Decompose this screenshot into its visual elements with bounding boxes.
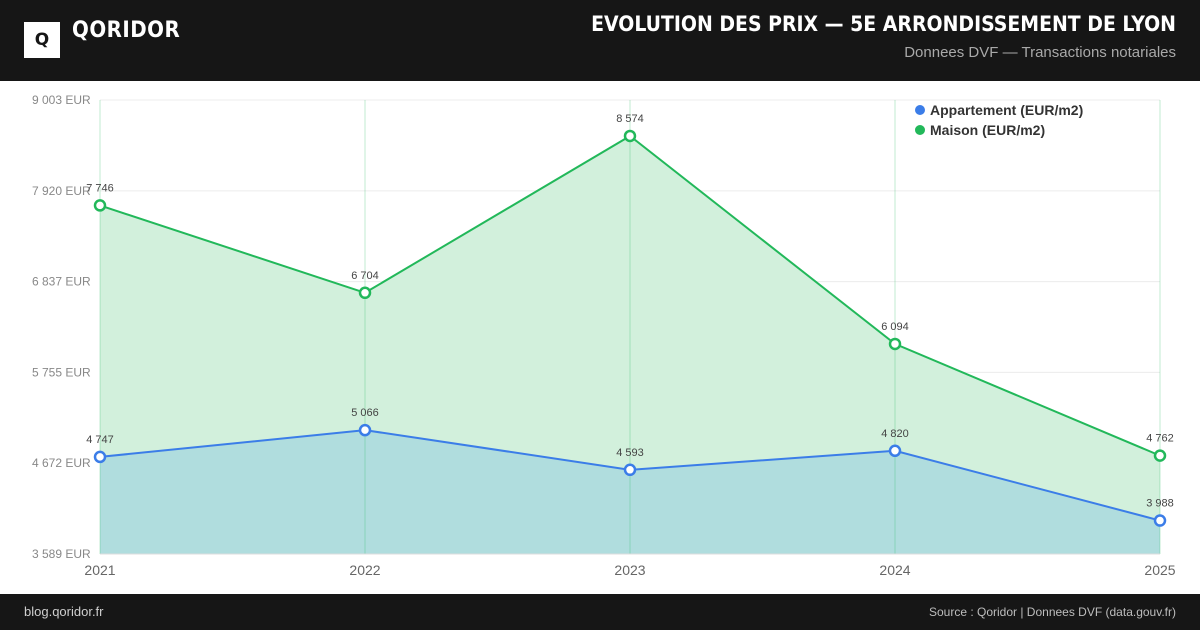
appartement-data-label: 3 988 xyxy=(1146,498,1174,510)
footer-bar: blog.qoridor.fr Source : Qoridor | Donne… xyxy=(0,594,1200,630)
chart-title: EVOLUTION DES PRIX — 5E ARRONDISSEMENT D… xyxy=(591,12,1176,36)
footer-site-link[interactable]: blog.qoridor.fr xyxy=(24,604,104,619)
legend-maison-swatch xyxy=(915,125,925,135)
maison-data-point[interactable] xyxy=(1153,449,1167,462)
x-tick-label: 2021 xyxy=(84,562,115,578)
maison-data-label: 8 574 xyxy=(616,113,644,125)
maison-data-point[interactable] xyxy=(358,286,372,300)
appartement-data-point[interactable] xyxy=(93,450,107,464)
maison-data-point[interactable] xyxy=(623,129,637,143)
maison-data-label: 7 746 xyxy=(86,182,114,194)
appartement-data-label: 4 747 xyxy=(86,434,114,446)
maison-data-label: 6 704 xyxy=(351,270,379,282)
maison-data-point[interactable] xyxy=(93,199,107,212)
logo[interactable]: Q xyxy=(24,22,60,58)
chart-subtitle: Donnees DVF — Transactions notariales xyxy=(904,44,1176,61)
legend-appartement-label: Appartement (EUR/m2) xyxy=(930,102,1083,118)
maison-data-label: 6 094 xyxy=(881,321,909,333)
appartement-data-point[interactable] xyxy=(1153,514,1167,527)
appartement-data-label: 4 593 xyxy=(616,447,644,459)
y-tick-label: 4 672 EUR xyxy=(32,456,91,470)
appartement-data-point[interactable] xyxy=(623,463,637,477)
footer-source: Source : Qoridor | Donnees DVF (data.gou… xyxy=(928,605,1176,619)
appartement-area-fill xyxy=(100,430,1160,554)
maison-data-point[interactable] xyxy=(888,337,902,351)
appartement-data-point[interactable] xyxy=(358,423,372,437)
appartement-data-label: 4 820 xyxy=(881,428,909,440)
header-bar: Q QORIDOR EVOLUTION DES PRIX — 5E ARROND… xyxy=(0,0,1200,81)
appartement-data-label: 5 066 xyxy=(351,407,379,419)
x-tick-label: 2024 xyxy=(879,562,910,578)
y-tick-label: 5 755 EUR xyxy=(32,365,91,379)
legend-appartement-swatch xyxy=(915,105,925,115)
y-tick-label: 6 837 EUR xyxy=(32,275,91,289)
y-tick-label: 7 920 EUR xyxy=(32,184,91,198)
y-tick-label: 9 003 EUR xyxy=(32,93,91,107)
x-tick-label: 2022 xyxy=(349,562,380,578)
y-tick-label: 3 589 EUR xyxy=(32,547,91,561)
chart-area: 3 589 EUR 4 672 EUR 5 755 EUR 6 837 EUR 7 92… xyxy=(0,81,1200,594)
x-tick-label: 2025 xyxy=(1144,562,1175,578)
price-evolution-chart: 3 589 EUR 4 672 EUR 5 755 EUR 6 837 EUR 7 92… xyxy=(32,93,1176,578)
maison-data-label: 4 762 xyxy=(1146,433,1174,445)
legend-maison-label: Maison (EUR/m2) xyxy=(930,122,1045,138)
logo-letter: Q xyxy=(34,30,50,50)
appartement-data-point[interactable] xyxy=(888,444,902,458)
x-tick-label: 2023 xyxy=(614,562,645,578)
brand-name[interactable]: QORIDOR xyxy=(72,18,181,43)
